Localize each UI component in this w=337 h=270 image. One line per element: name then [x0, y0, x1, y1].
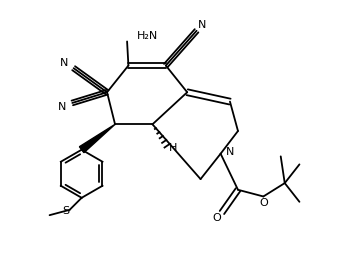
Text: N: N: [198, 20, 206, 30]
Text: N: N: [225, 147, 234, 157]
Text: O: O: [259, 198, 268, 208]
Text: N: N: [58, 102, 66, 112]
Text: O: O: [212, 213, 221, 223]
Text: H₂N: H₂N: [137, 31, 158, 41]
Text: N: N: [59, 58, 68, 68]
Polygon shape: [80, 124, 115, 153]
Text: H: H: [169, 143, 177, 153]
Text: S: S: [62, 206, 70, 216]
